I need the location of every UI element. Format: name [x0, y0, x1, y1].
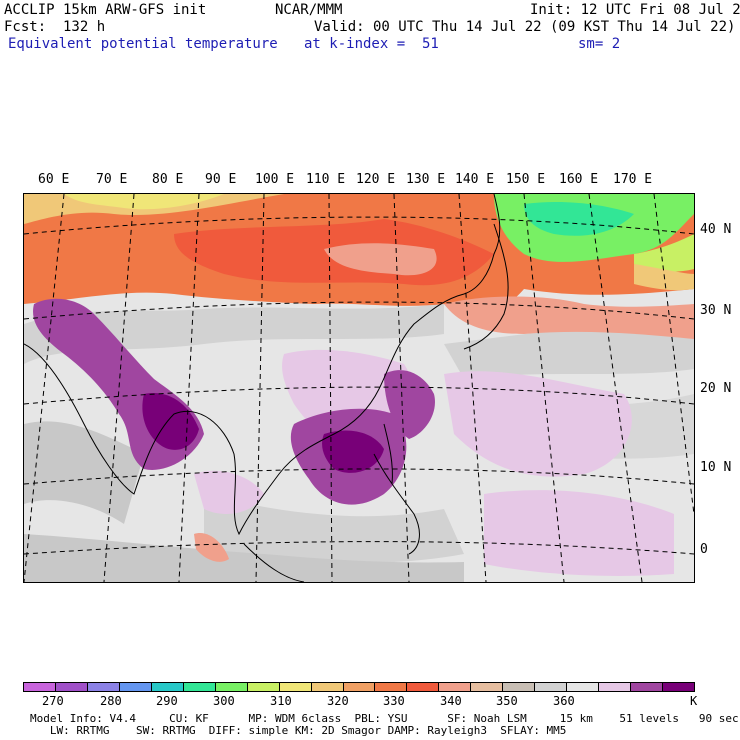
colorbar-swatch: [183, 683, 216, 691]
colorbar-swatch: [247, 683, 280, 691]
colorbar-tick-label: 270: [42, 694, 64, 708]
colorbar-swatch: [343, 683, 376, 691]
longitude-label: 150 E: [506, 172, 546, 187]
colorbar-swatch: [439, 683, 472, 691]
cold-band-lime: [634, 234, 694, 272]
latitude-label: 30 N: [700, 303, 732, 318]
smoothing-label: sm= 2: [578, 36, 621, 52]
cold-band-teal: [524, 202, 634, 236]
valid-time: Valid: 00 UTC Thu 14 Jul 22 (09 KST Thu …: [314, 19, 736, 35]
colorbar-tick-label: 350: [496, 694, 518, 708]
longitude-label: 140 E: [455, 172, 495, 187]
longitude-label: 90 E: [205, 172, 237, 187]
colorbar-swatch: [87, 683, 120, 691]
org-label: NCAR/MMM: [275, 2, 343, 18]
colorbar-unit: K: [690, 694, 698, 708]
warm-band-yellow: [64, 194, 224, 210]
longitude-label: 60 E: [38, 172, 70, 187]
longitude-label: 170 E: [613, 172, 653, 187]
grey-field-region: [24, 534, 464, 582]
colorbar-swatch: [55, 683, 88, 691]
theta-e-map: [23, 193, 695, 583]
init-time: Init: 12 UTC Fri 08 Jul 22: [530, 2, 740, 18]
graticule: [24, 194, 694, 582]
colorbar-swatch: [567, 683, 600, 691]
model-info-line2: LW: RRTMG SW: RRTMG DIFF: simple KM: 2D …: [30, 724, 567, 737]
colorbar-tick-label: 340: [440, 694, 462, 708]
warm-band-salmon: [324, 243, 437, 276]
colorbar-swatch: [119, 683, 152, 691]
grey-field-region: [24, 304, 444, 364]
colorbar-swatch: [407, 683, 440, 691]
grey-field-region: [444, 319, 694, 379]
map-canvas: [24, 194, 694, 582]
colorbar-swatch: [503, 683, 536, 691]
longitude-label: 70 E: [96, 172, 128, 187]
model-title: ACCLIP 15km ARW-GFS init: [4, 2, 207, 18]
colorbar-swatch: [471, 683, 504, 691]
colorbar-swatch: [375, 683, 408, 691]
moist-deep-purple: [322, 430, 384, 473]
colorbar-tick-label: 360: [553, 694, 575, 708]
longitude-label: 110 E: [306, 172, 346, 187]
latitude-label: 20 N: [700, 381, 732, 396]
moist-light-purple: [194, 470, 264, 514]
longitude-label: 80 E: [152, 172, 184, 187]
field-name: Equivalent potential temperature: [8, 36, 278, 52]
longitude-label: 100 E: [255, 172, 295, 187]
colorbar-tick-label: 290: [156, 694, 178, 708]
colorbar-tick-label: 320: [327, 694, 349, 708]
colorbar-swatch: [599, 683, 632, 691]
longitude-label: 130 E: [406, 172, 446, 187]
latitude-label: 0: [700, 542, 708, 557]
k-index-label: at k-index = 51: [304, 36, 439, 52]
colorbar-swatch: [311, 683, 344, 691]
colorbar: [23, 682, 695, 692]
colorbar-swatch: [279, 683, 312, 691]
grey-field-region: [204, 494, 464, 564]
colorbar-swatch: [631, 683, 664, 691]
warm-band-salmon: [444, 296, 694, 339]
colorbar-swatch: [663, 683, 695, 691]
model-info-line1: Model Info: V4.4 CU: KF MP: WDM 6class P…: [30, 712, 739, 725]
coastlines: [24, 194, 509, 582]
moist-light-purple: [444, 371, 632, 477]
colorbar-swatch: [151, 683, 184, 691]
warm-band-salmon: [194, 533, 229, 562]
colorbar-tick-label: 300: [213, 694, 235, 708]
colorbar-tick-label: 310: [270, 694, 292, 708]
latitude-label: 40 N: [700, 222, 732, 237]
longitude-label: 160 E: [559, 172, 599, 187]
colorbar-swatch: [24, 683, 56, 691]
colorbar-swatch: [215, 683, 248, 691]
latitude-label: 10 N: [700, 460, 732, 475]
colorbar-swatch: [535, 683, 568, 691]
forecast-hour: Fcst: 132 h: [4, 19, 106, 35]
colorbar-tick-label: 330: [383, 694, 405, 708]
colorbar-tick-label: 280: [100, 694, 122, 708]
moist-deep-purple: [142, 393, 199, 450]
longitude-label: 120 E: [356, 172, 396, 187]
moist-light-purple: [484, 490, 674, 576]
